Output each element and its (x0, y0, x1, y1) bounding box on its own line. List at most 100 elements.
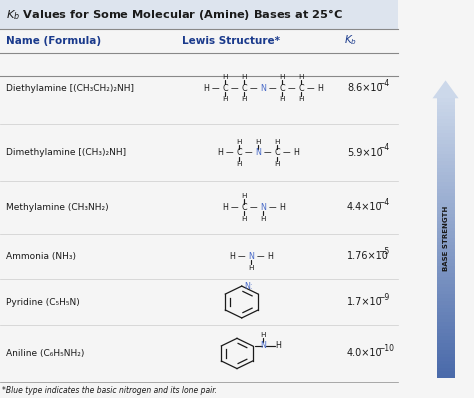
Text: 4.0×10: 4.0×10 (347, 349, 383, 359)
Text: —: — (226, 148, 234, 157)
Text: 5.9×10: 5.9×10 (347, 148, 383, 158)
Text: —: — (212, 84, 219, 93)
Bar (437, 255, 455, 259)
Text: H: H (222, 96, 228, 102)
Polygon shape (432, 80, 458, 98)
Bar (437, 287, 455, 291)
Text: —: — (231, 84, 238, 93)
Text: 1.7×10: 1.7×10 (347, 297, 383, 307)
Bar (437, 325, 455, 329)
Bar (437, 209, 455, 214)
Bar (437, 101, 455, 105)
Text: Name (Formula): Name (Formula) (6, 35, 101, 46)
Bar (437, 252, 455, 256)
Text: Pyridine (C₅H₅N): Pyridine (C₅H₅N) (6, 298, 80, 306)
Bar (437, 258, 455, 263)
Bar (437, 154, 455, 158)
Bar (437, 213, 455, 217)
Text: −9: −9 (378, 293, 389, 302)
Bar (437, 185, 455, 189)
Bar (437, 139, 455, 144)
Text: —: — (238, 252, 246, 261)
Text: —: — (307, 84, 314, 93)
Text: H: H (260, 216, 266, 222)
Bar (437, 217, 455, 221)
Text: H: H (203, 84, 209, 93)
Text: H: H (275, 341, 281, 350)
Bar (437, 220, 455, 224)
Text: H: H (222, 74, 228, 80)
Text: H: H (241, 193, 247, 199)
Text: H: H (267, 252, 273, 261)
Bar (437, 133, 455, 137)
Text: 8.6×10: 8.6×10 (347, 83, 383, 93)
Bar (437, 237, 455, 242)
Bar (437, 269, 455, 273)
Text: H: H (229, 252, 235, 261)
Bar (437, 119, 455, 123)
Text: H: H (222, 203, 228, 212)
Bar (437, 374, 455, 378)
Bar (437, 98, 455, 102)
Bar (437, 171, 455, 175)
Text: H: H (274, 139, 280, 144)
Bar (437, 164, 455, 168)
Text: −4: −4 (378, 79, 389, 88)
Bar (437, 265, 455, 270)
Bar (437, 311, 455, 315)
Bar (437, 244, 455, 249)
Bar (437, 307, 455, 312)
Text: N:: N: (244, 282, 253, 291)
Bar (437, 230, 455, 235)
Text: H: H (255, 139, 261, 144)
Text: H: H (260, 332, 266, 338)
Text: —: — (257, 252, 264, 261)
Text: C: C (241, 84, 247, 93)
Bar (437, 146, 455, 151)
Bar (437, 234, 455, 238)
Bar (437, 125, 455, 130)
Text: C: C (274, 148, 280, 157)
Bar (437, 248, 455, 252)
Text: N: N (260, 341, 266, 350)
Bar (437, 349, 455, 353)
Bar (437, 178, 455, 182)
Bar (437, 241, 455, 245)
Bar (437, 227, 455, 231)
Bar (437, 360, 455, 364)
Bar (437, 115, 455, 119)
Text: *Blue type indicates the basic nitrogen and its lone pair.: *Blue type indicates the basic nitrogen … (2, 386, 218, 395)
Bar (437, 108, 455, 112)
Text: N: N (248, 252, 254, 261)
Bar (437, 370, 455, 375)
Text: $\it{K}_b$: $\it{K}_b$ (344, 34, 357, 47)
Bar (437, 314, 455, 319)
Text: H: H (241, 216, 247, 222)
Text: H: H (274, 161, 280, 167)
Text: —: — (245, 148, 253, 157)
Bar (437, 353, 455, 357)
Bar (437, 195, 455, 200)
Bar (437, 356, 455, 361)
Bar (437, 276, 455, 280)
Text: −4: −4 (378, 143, 389, 152)
Text: H: H (248, 265, 254, 271)
Text: 4.4×10: 4.4×10 (347, 203, 383, 213)
Bar (437, 168, 455, 172)
Text: H: H (298, 74, 304, 80)
Text: Aniline (C₆H₅NH₂): Aniline (C₆H₅NH₂) (6, 349, 84, 358)
Text: —: — (269, 203, 276, 212)
Bar (437, 206, 455, 210)
Bar (437, 318, 455, 322)
Bar (437, 111, 455, 116)
Text: Ammonia (NH₃): Ammonia (NH₃) (6, 252, 76, 261)
Bar (437, 136, 455, 140)
Bar (437, 203, 455, 207)
Text: 1.76×10: 1.76×10 (347, 252, 389, 261)
Bar (437, 223, 455, 228)
Text: $\it{K}_b$ Values for Some Molecular (Amine) Bases at 25°C: $\it{K}_b$ Values for Some Molecular (Am… (6, 7, 343, 22)
Text: —: — (283, 148, 291, 157)
Bar (437, 367, 455, 371)
Bar (437, 290, 455, 294)
Text: H: H (218, 148, 223, 157)
